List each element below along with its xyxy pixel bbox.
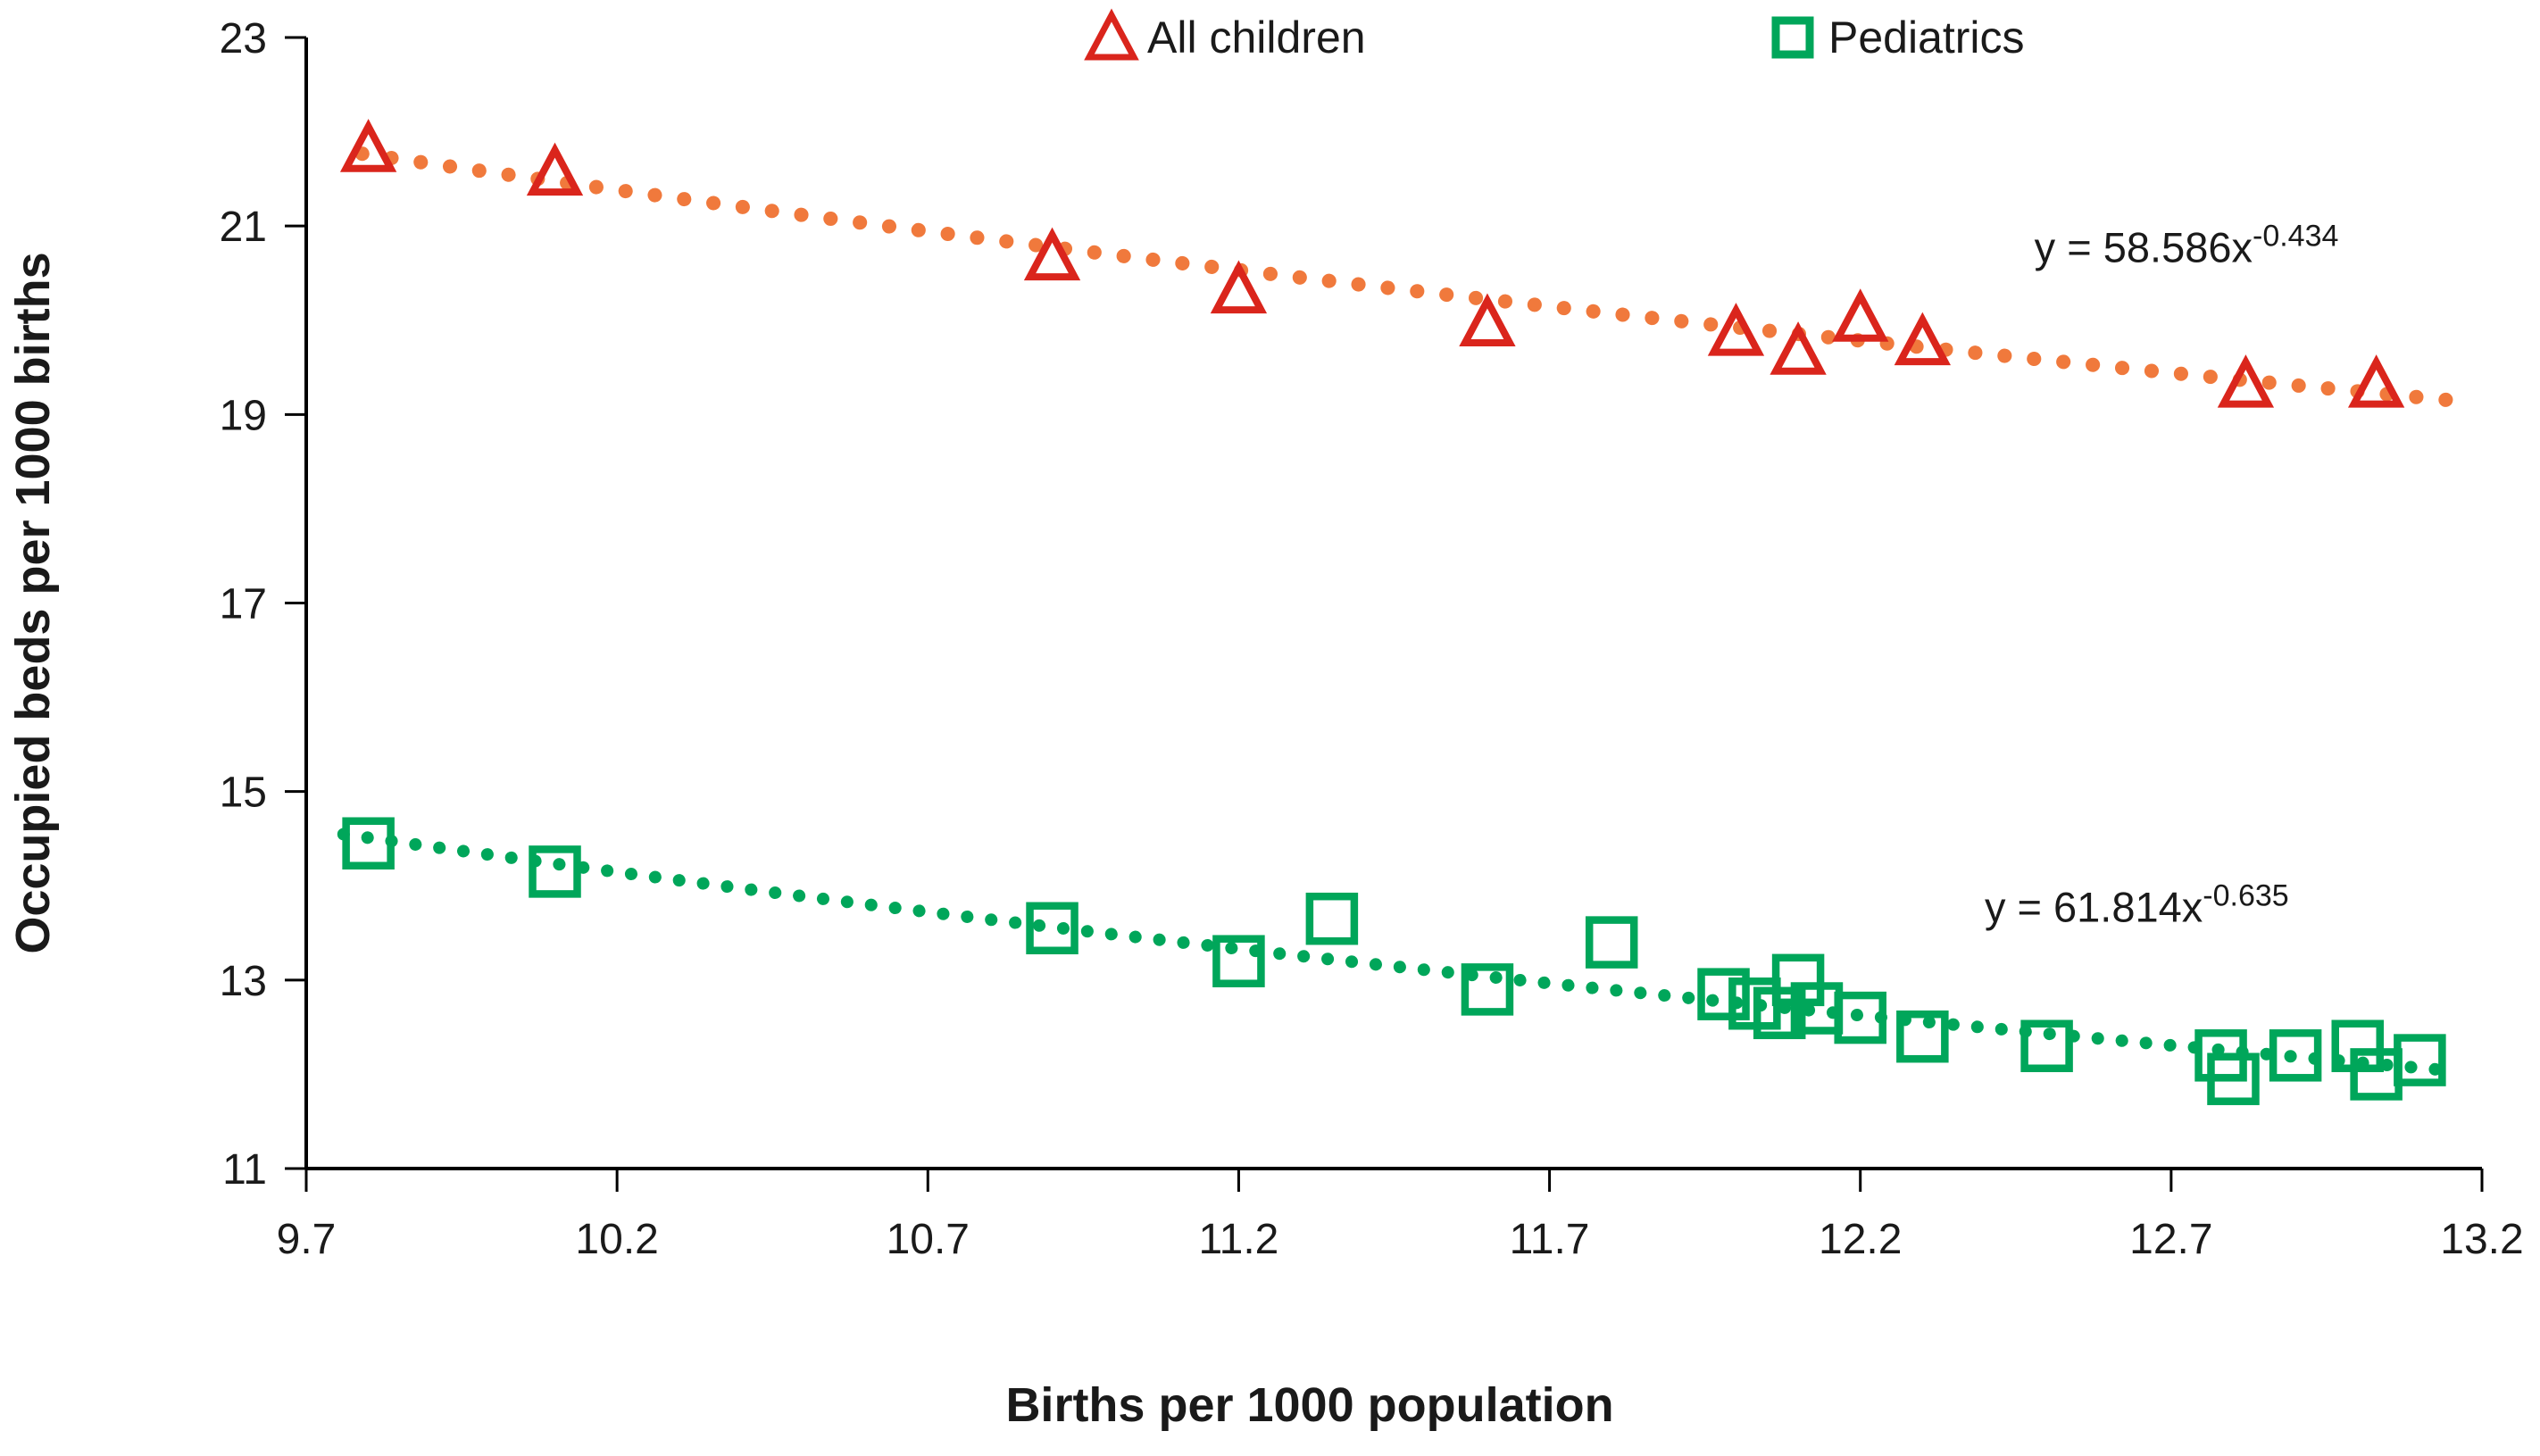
x-axis-tick-label: 9.7: [277, 1216, 337, 1263]
square-marker-icon: [529, 845, 581, 898]
square-marker-icon: [342, 817, 395, 869]
x-axis-tick-label: 11.7: [1510, 1216, 1590, 1263]
square-marker-icon: [1212, 935, 1265, 987]
square-marker-icon: [1697, 968, 1750, 1020]
trendline-equation-pediatrics: y = 61.814x-0.635: [1985, 878, 2289, 930]
square-marker-icon: [1834, 991, 1886, 1044]
square-marker-icon: [1896, 1010, 1949, 1063]
square-marker-icon: [2394, 1034, 2446, 1086]
triangle-marker-icon: [2347, 354, 2405, 408]
triangle-marker-icon: [1210, 260, 1268, 314]
triangle-marker-icon: [2217, 354, 2275, 408]
y-axis-tick-label: 23: [220, 15, 267, 62]
annotations-layer: y = 58.586x-0.434 y = 61.814x-0.635: [1985, 219, 2338, 930]
x-axis-title: Births per 1000 population: [1005, 1378, 1613, 1432]
trendline-pediatrics: [337, 828, 2464, 1077]
legend: All children Pediatrics: [1084, 8, 2025, 62]
trendline-all-children: [354, 146, 2465, 409]
x-axis-tick-label: 10.2: [575, 1216, 658, 1263]
y-axis-tick-label: 21: [220, 204, 267, 251]
x-axis-tick-label: 11.2: [1198, 1216, 1278, 1263]
triangle-marker-icon: [1023, 227, 1081, 281]
x-axis-tick-label: 12.7: [2129, 1216, 2212, 1263]
square-marker-icon: [2269, 1029, 2322, 1082]
triangle-marker-icon: [1459, 293, 1516, 347]
square-marker-icon: [1305, 892, 1359, 945]
x-axis-tick-label: 10.7: [887, 1216, 970, 1263]
square-marker-icon: [2207, 1052, 2260, 1105]
trendlines-layer: [337, 146, 2465, 1077]
square-marker-icon: [1026, 902, 1078, 955]
y-axis-title: Occupied beds per 1000 births: [6, 252, 60, 953]
axes-layer: 11 13 15 17 19 21 23 9.7 10.2 10.7 11.2 11.7 12.2 12.…: [6, 15, 2524, 1432]
legend-item-pediatrics: Pediatrics: [1771, 12, 2025, 62]
square-marker-icon: [2020, 1019, 2073, 1072]
x-axis-tick-label: 13.2: [2440, 1216, 2523, 1263]
triangle-marker-icon: [526, 142, 584, 196]
legend-item-all-children: All children: [1084, 8, 1366, 62]
triangle-marker-icon: [1894, 312, 1951, 366]
x-axis-tick-label: 12.2: [1819, 1216, 1902, 1263]
triangle-marker-icon: [1084, 8, 1139, 61]
data-points-layer: [339, 119, 2446, 1105]
trendline-equation-all-children: y = 58.586x-0.434: [2035, 219, 2339, 270]
square-marker-icon: [1585, 916, 1638, 969]
triangle-marker-icon: [1707, 303, 1765, 356]
legend-label: Pediatrics: [1828, 12, 2025, 62]
y-axis-tick-label: 13: [220, 958, 267, 1005]
y-axis-tick-label: 19: [220, 392, 267, 439]
triangle-marker-icon: [1832, 288, 1889, 342]
y-axis-tick-label: 17: [220, 581, 267, 628]
y-axis-tick-label: 15: [220, 770, 267, 817]
legend-label: All children: [1147, 12, 1366, 62]
square-marker-icon: [1771, 16, 1814, 59]
square-marker-icon: [1461, 963, 1514, 1016]
y-axis-tick-label: 11: [222, 1146, 267, 1194]
triangle-marker-icon: [1770, 321, 1827, 375]
triangle-marker-icon: [339, 119, 397, 172]
